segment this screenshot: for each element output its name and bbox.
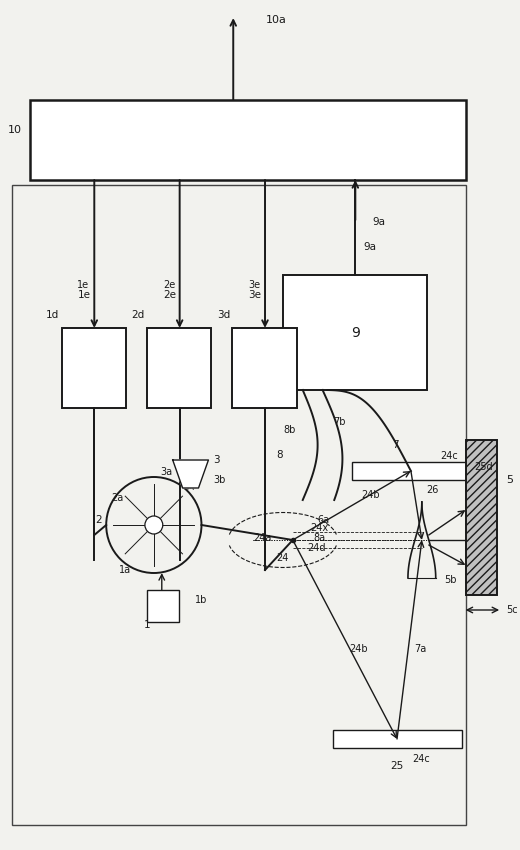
Text: 3e: 3e [248,290,261,300]
Text: 1d: 1d [46,310,60,320]
Text: 2e: 2e [163,280,175,290]
Text: 1e: 1e [77,280,89,290]
Bar [353,462,470,480]
Text: 24b: 24b [349,644,368,654]
Text: 3d: 3d [217,310,230,320]
Polygon shape [173,460,209,488]
Bar [30,100,466,180]
Text: 2d: 2d [132,310,145,320]
Text: 1: 1 [144,620,151,630]
Bar [283,275,427,390]
Bar [232,328,297,408]
Text: 5: 5 [506,475,513,485]
Bar [465,440,497,595]
Text: 3a: 3a [161,467,173,477]
Text: 1b: 1b [194,595,207,605]
Text: 24c: 24c [440,451,459,461]
Text: 24d: 24d [308,543,326,553]
Text: 25d: 25d [474,462,493,472]
Bar [332,730,462,748]
Circle shape [145,516,163,534]
Text: 5c: 5c [506,605,518,615]
Text: 3e: 3e [248,280,261,290]
Text: 8b: 8b [283,425,296,435]
Bar [12,185,466,825]
Text: 6a: 6a [318,515,330,525]
Text: 10a: 10a [266,15,287,25]
Text: 2e: 2e [163,290,176,300]
Text: 3: 3 [213,455,220,465]
Text: 7: 7 [392,440,399,450]
Text: 8: 8 [276,450,282,460]
Text: 8a: 8a [314,533,326,543]
Text: 9: 9 [351,326,360,340]
Text: 7a: 7a [414,644,426,654]
Text: 24a: 24a [253,533,271,543]
Text: 24x: 24x [310,523,329,533]
Text: 24b: 24b [361,490,380,500]
Text: 24: 24 [276,553,288,563]
Text: 9a: 9a [372,217,385,227]
Bar [61,328,126,408]
Text: 1e: 1e [77,290,90,300]
Text: 10: 10 [8,125,22,135]
Text: 2a: 2a [111,493,123,503]
Text: 3b: 3b [213,475,226,485]
Text: 26: 26 [426,485,438,495]
Bar [147,328,212,408]
Text: 24c: 24c [412,754,430,764]
Text: 1a: 1a [119,565,131,575]
Bar [147,590,179,622]
Text: 2: 2 [95,515,102,525]
Text: 5b: 5b [445,575,457,585]
Text: 25: 25 [391,761,404,771]
Text: 9a: 9a [363,242,376,252]
Text: 7b: 7b [333,417,346,427]
